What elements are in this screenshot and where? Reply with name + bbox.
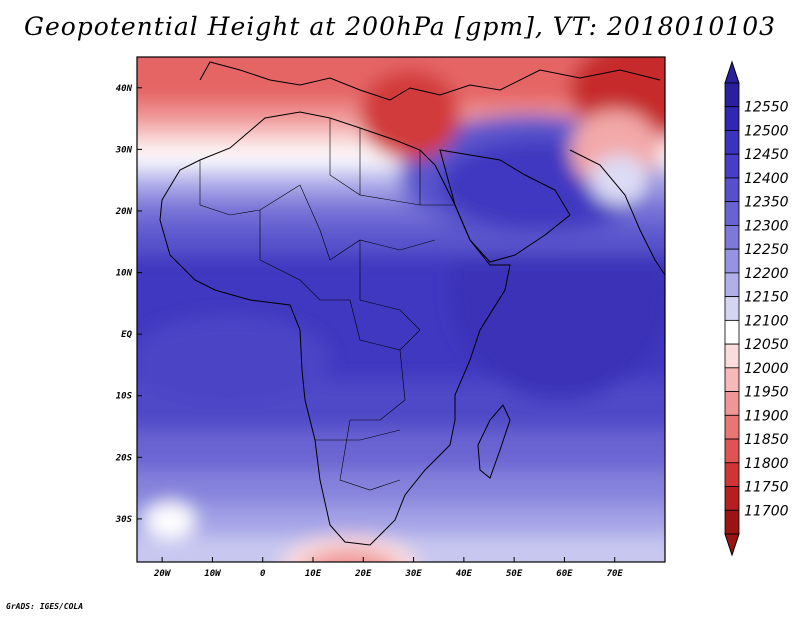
- colorbar-swatch: [724, 272, 740, 298]
- lat-tick-label: 10N: [116, 269, 133, 279]
- country-borders: [199, 118, 455, 491]
- colorbar-swatch: [724, 367, 740, 392]
- colorbar-swatch: [724, 106, 740, 131]
- lon-tick-label: 50E: [506, 569, 523, 579]
- colorbar-swatch: [724, 177, 740, 203]
- colorbar-label: 12350: [744, 195, 789, 211]
- arabia-coastline: [439, 149, 571, 263]
- lon-tick-label: 30E: [404, 569, 422, 579]
- lat-tick-label: 10S: [116, 392, 133, 402]
- colorbar-swatch: [724, 130, 740, 155]
- coastlines: [159, 61, 665, 546]
- colorbar-swatch: [724, 509, 740, 535]
- latitude-axis: 40N 30N 20N 10N EQ 10S 20S 30S: [115, 84, 142, 525]
- lon-tick-label: 20W: [153, 569, 172, 579]
- colorbar-label: 12100: [744, 313, 789, 329]
- colorbar-swatch: [724, 248, 740, 274]
- colorbar-swatch: [724, 391, 740, 416]
- lon-tick-label: 0: [260, 569, 266, 579]
- colorbar-min-arrow: [724, 533, 740, 557]
- colorbar-label: 12200: [744, 266, 789, 282]
- plot-frame: [136, 56, 666, 563]
- lat-tick-label: 40N: [116, 84, 133, 94]
- colorbar-swatch: [724, 319, 740, 345]
- colorbar-swatch: [724, 82, 740, 108]
- contour-field: [137, 57, 665, 562]
- colorbar-swatch: [724, 225, 740, 250]
- lat-tick-label: 30N: [115, 145, 133, 155]
- madagascar-coastline: [477, 404, 511, 479]
- colorbar-label: 12150: [744, 290, 789, 306]
- longitude-axis: 20W 10W 0 10E 20E 30E 40E 50E 60E 70E: [153, 557, 623, 579]
- colorbar-label: 12300: [744, 218, 789, 234]
- colorbar-swatch: [724, 296, 740, 321]
- colorbar-label: 11750: [744, 480, 789, 496]
- colorbar-label: 11800: [744, 456, 789, 472]
- lon-tick-label: 20E: [354, 569, 372, 579]
- lat-tick-label: 20N: [115, 207, 133, 217]
- colorbar-label: 12250: [744, 242, 789, 258]
- africa-coastline: [159, 111, 511, 546]
- lon-tick-label: 70E: [607, 569, 624, 579]
- colorbar-swatch: [724, 486, 740, 511]
- lon-tick-label: 10E: [305, 569, 322, 579]
- india-coastline: [569, 149, 665, 276]
- colorbar-swatch: [724, 462, 740, 487]
- colorbar-label: 12400: [744, 171, 789, 187]
- colorbar-swatch: [724, 201, 740, 226]
- colorbar-label: 12550: [744, 100, 789, 116]
- colorbar-label: 12450: [744, 147, 789, 163]
- colorbar-label: 12050: [744, 337, 789, 353]
- lat-tick-label: 20S: [115, 453, 133, 463]
- colorbar-max-arrow: [724, 60, 740, 84]
- colorbar-swatch: [724, 343, 740, 369]
- lon-tick-label: 10W: [204, 569, 222, 579]
- colorbar-label: 12500: [744, 123, 789, 139]
- colorbar-swatch: [724, 414, 740, 440]
- grads-credit: GrADS: IGES/COLA: [6, 602, 84, 611]
- colorbar-label: 12000: [744, 361, 789, 377]
- lat-tick-label: 30S: [115, 515, 133, 525]
- colorbar-swatch: [724, 438, 740, 464]
- lat-tick-label: EQ: [121, 330, 132, 340]
- colorbar: 12550 12500 12450 12400 12350 12300 12250 12200…: [724, 60, 789, 557]
- colorbar-label: 11900: [744, 408, 789, 424]
- map-title: Geopotential Height at 200hPa [gpm], VT:…: [23, 12, 777, 41]
- colorbar-swatch: [724, 153, 740, 179]
- europe-coastline: [199, 61, 661, 101]
- colorbar-label: 11950: [744, 385, 789, 401]
- lon-tick-label: 60E: [556, 569, 573, 579]
- colorbar-label: 11850: [744, 432, 789, 448]
- colorbar-label: 11700: [744, 503, 789, 519]
- lon-tick-label: 40E: [456, 569, 473, 579]
